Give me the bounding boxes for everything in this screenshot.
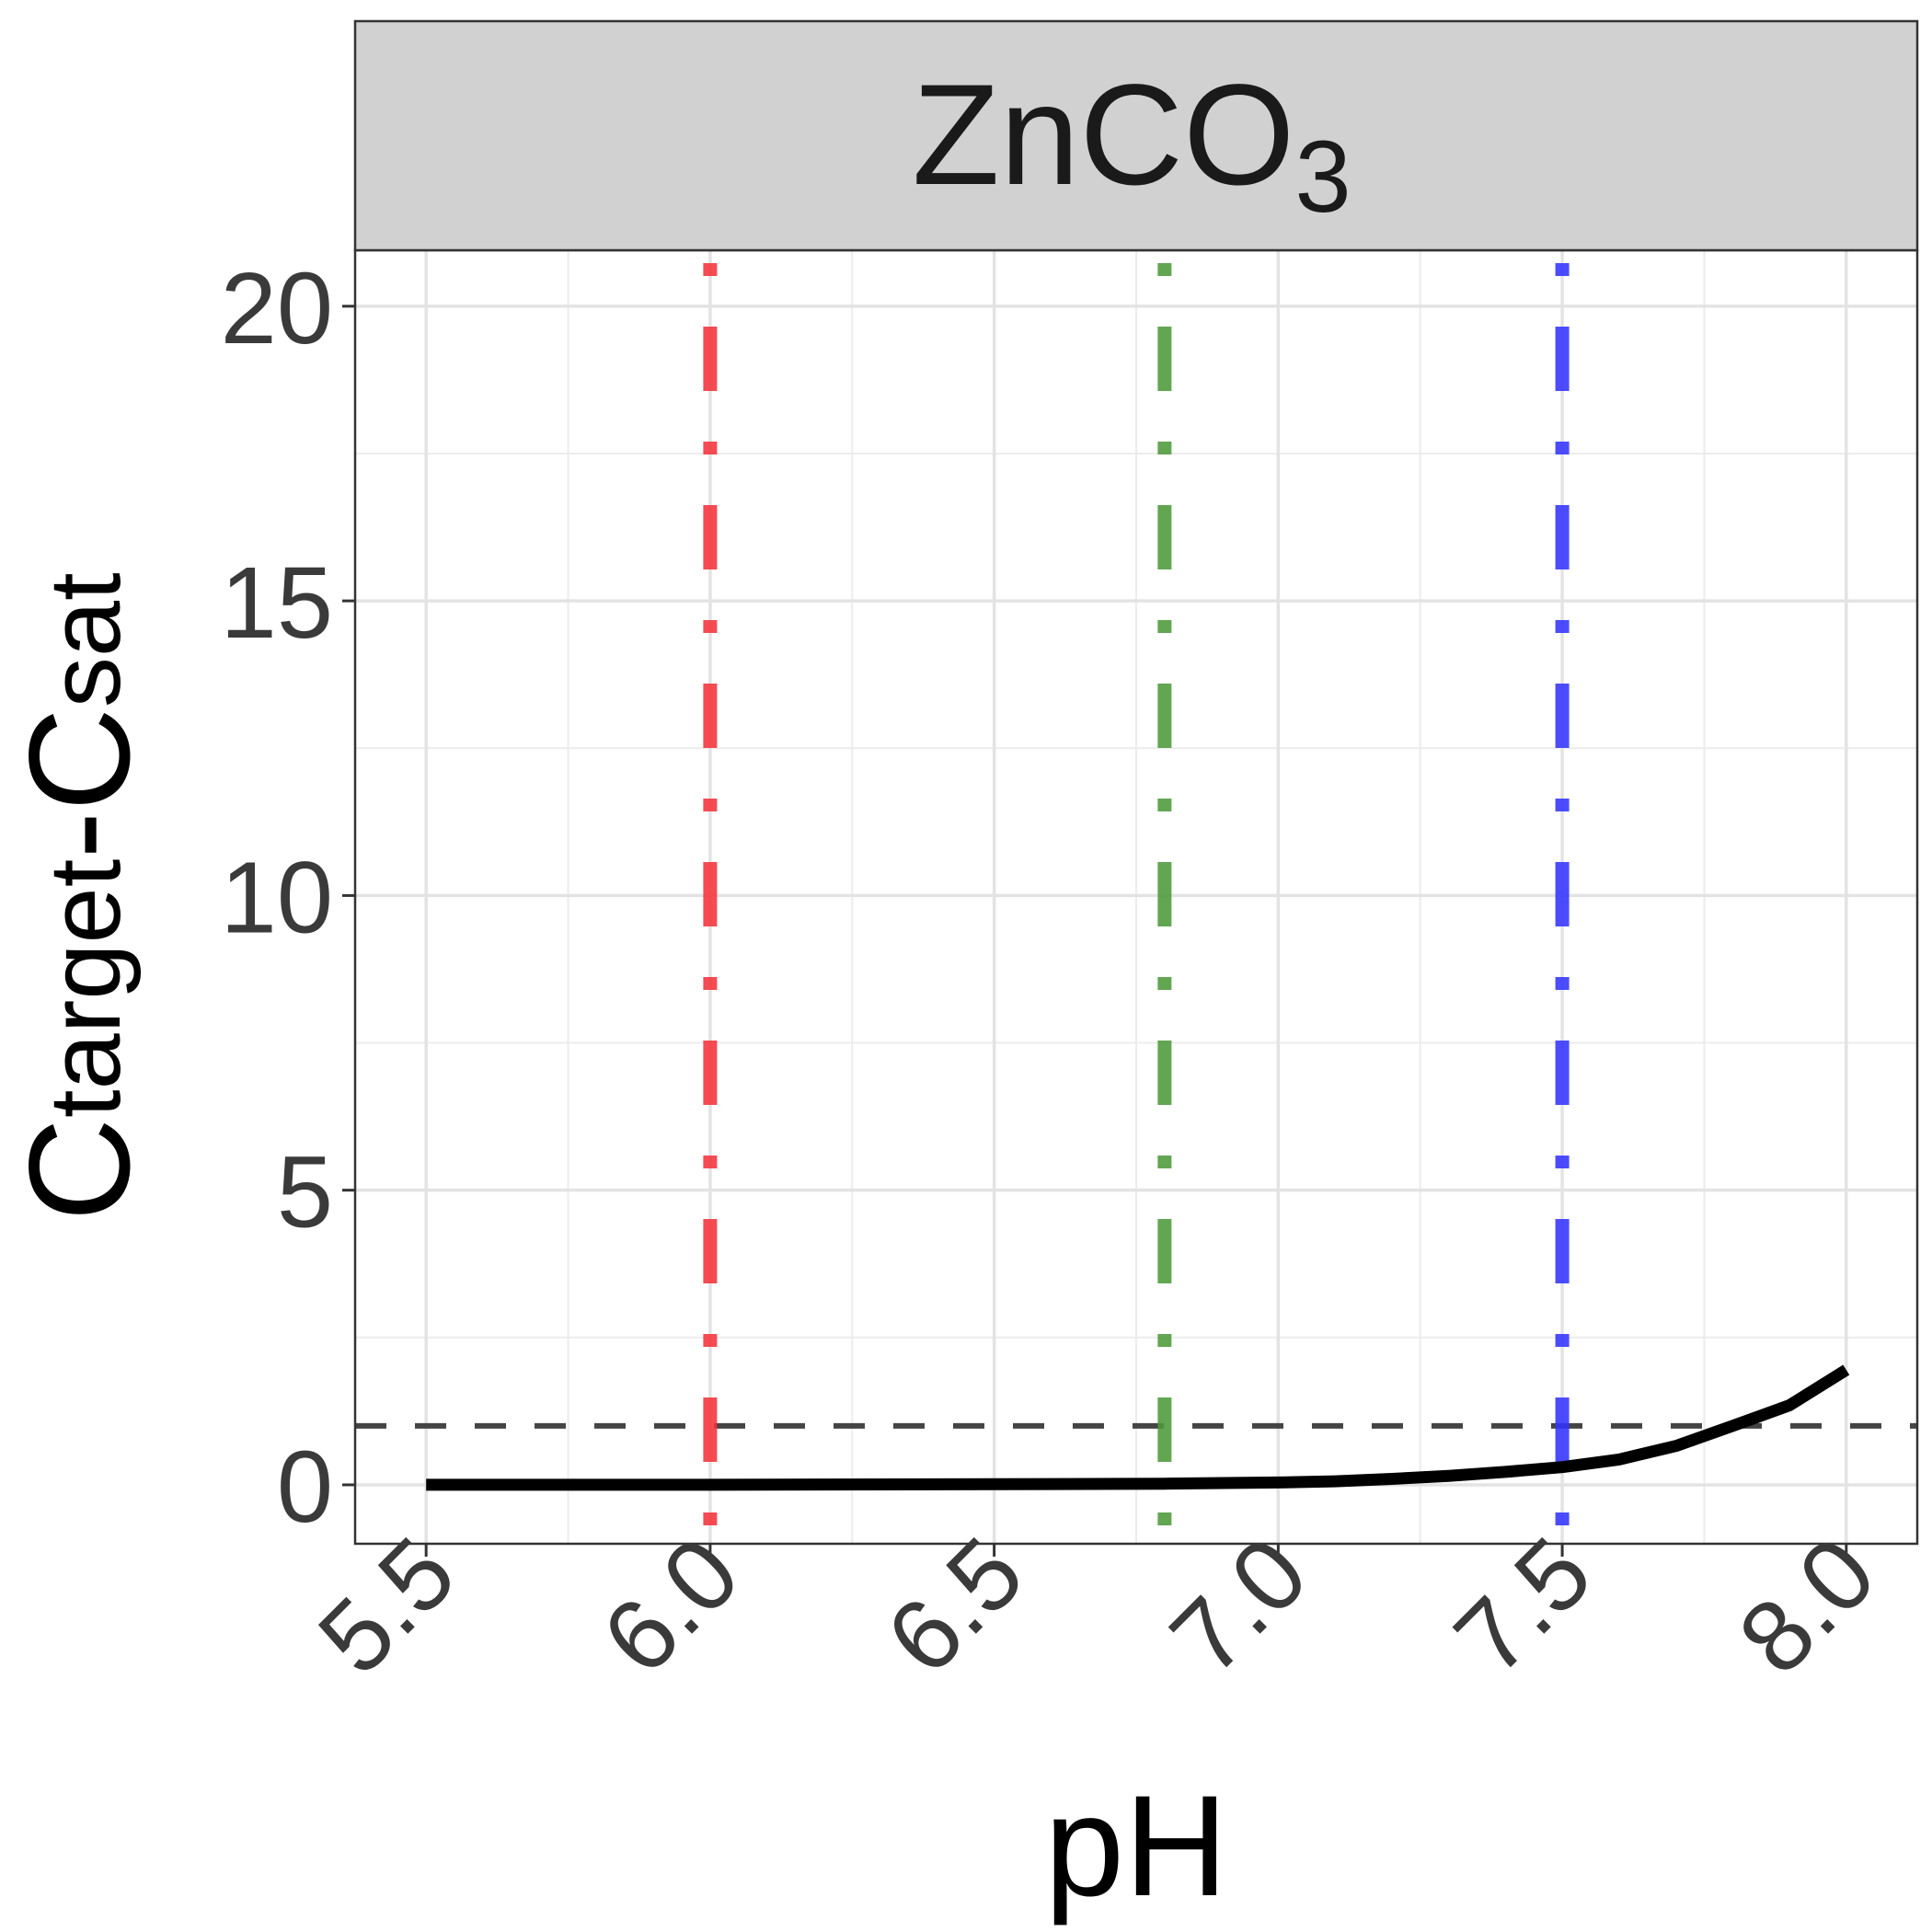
y-axis-title-subscript-1: target [29, 859, 142, 1118]
x-axis-title: pH [1044, 1766, 1227, 1926]
facet-strip [353, 19, 1919, 252]
y-tick-label: 20 [221, 252, 333, 365]
y-axis-title-subscript-2: sat [29, 572, 142, 707]
y-tick-label: 5 [277, 1136, 333, 1249]
y-axis-title: Ctarget-Csat [0, 572, 160, 1221]
facet-title: ZnCO3 [912, 55, 1351, 234]
facet-title-subscript: 3 [1294, 121, 1351, 234]
y-tick-label: 10 [221, 841, 333, 954]
series-line [426, 1364, 1850, 1491]
y-tick-label: 15 [221, 546, 333, 660]
y-tick-label: 0 [277, 1431, 333, 1544]
y-axis: 0 5 10 15 20 [221, 252, 355, 1544]
reference-lines [355, 263, 1917, 1544]
series-layer [426, 1364, 1850, 1491]
